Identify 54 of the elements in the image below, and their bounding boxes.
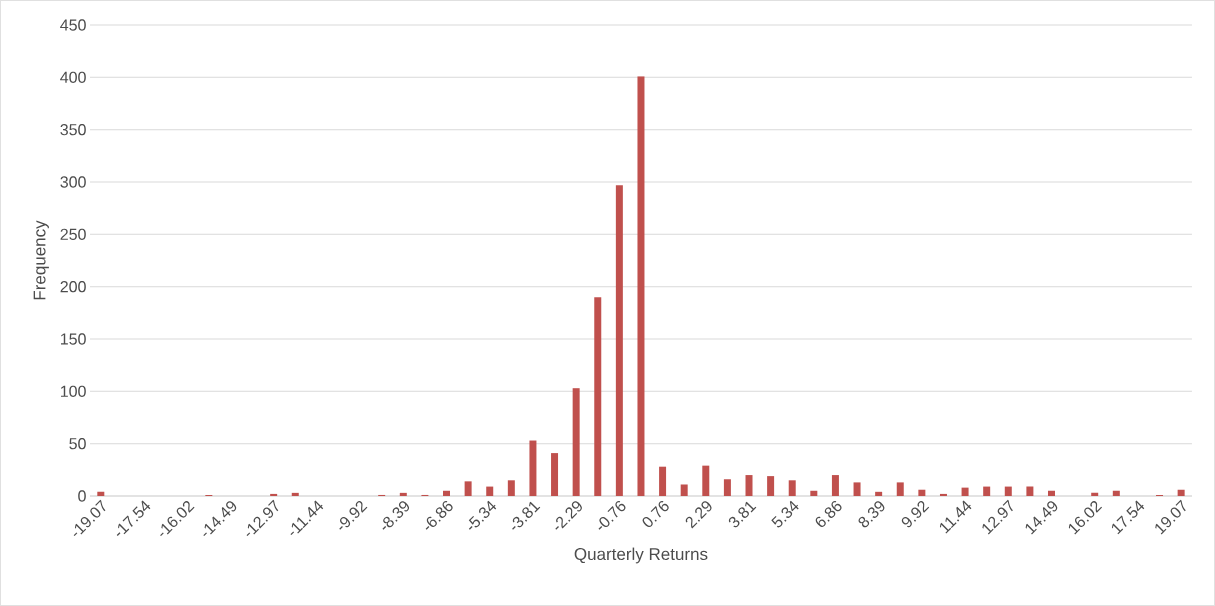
bar <box>723 479 731 496</box>
bar <box>767 476 775 496</box>
bar <box>1177 489 1185 496</box>
bar <box>594 297 602 496</box>
bar <box>399 492 407 496</box>
bar <box>853 482 861 496</box>
bar <box>486 486 494 496</box>
y-tick-label: 350 <box>60 124 86 136</box>
x-tick-label: 5.34 <box>771 500 799 528</box>
bar <box>551 453 559 496</box>
bar <box>1048 490 1055 496</box>
bar <box>680 484 688 496</box>
x-tick-label: 9.92 <box>901 501 930 528</box>
x-tick-label: 3.81 <box>728 501 757 528</box>
y-tick-label: 250 <box>60 228 86 240</box>
bar <box>875 491 883 496</box>
x-tick-label: 8.39 <box>858 501 885 528</box>
y-tick-label: 0 <box>78 490 86 502</box>
bar <box>788 480 796 496</box>
y-tick-label: 200 <box>60 281 86 293</box>
bar <box>97 491 105 496</box>
y-tick-label: 50 <box>69 438 86 450</box>
y-axis-title: Frequency <box>33 220 49 300</box>
bar <box>831 475 839 496</box>
bar <box>659 466 667 496</box>
bar <box>918 489 926 496</box>
bar <box>702 465 710 496</box>
bar <box>745 475 753 496</box>
bar <box>896 482 904 496</box>
bar <box>291 492 299 496</box>
bar <box>983 486 991 496</box>
bar <box>961 487 969 496</box>
y-tick-label: 450 <box>60 19 86 31</box>
bar <box>443 490 451 496</box>
bar <box>464 481 472 496</box>
bar <box>939 493 947 496</box>
y-tick-label: 150 <box>61 333 86 345</box>
y-tick-label: 400 <box>60 71 86 83</box>
x-tick-label: 6.86 <box>815 500 842 527</box>
bar <box>1091 492 1099 496</box>
bar <box>1112 490 1120 496</box>
bar <box>507 480 515 496</box>
bar <box>572 388 580 496</box>
x-tick-label: 0.76 <box>642 500 669 528</box>
y-tick-label: 100 <box>61 385 86 397</box>
bar <box>270 493 278 496</box>
bar <box>810 490 818 496</box>
y-tick-label: 300 <box>60 176 86 188</box>
x-axis-title: Quarterly Returns <box>574 547 708 564</box>
bar <box>529 440 537 496</box>
bar <box>615 185 623 496</box>
bar <box>637 76 645 496</box>
bar <box>1004 486 1012 496</box>
bar <box>1026 486 1034 496</box>
